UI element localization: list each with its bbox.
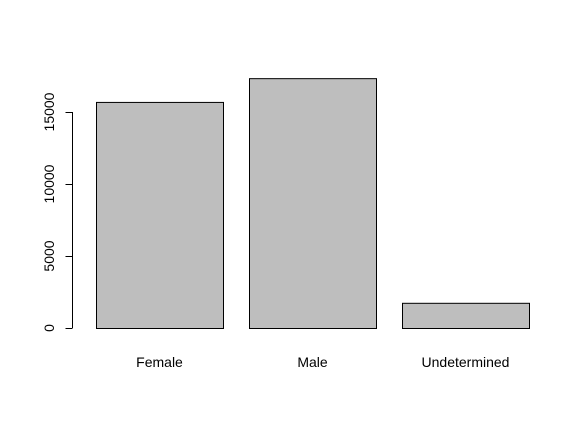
- bar-male: [249, 78, 377, 329]
- plot-area: [96, 78, 530, 329]
- y-tick-label-10000: 10000: [41, 164, 57, 203]
- x-tick-label-male: Male: [297, 354, 328, 370]
- y-axis: 0 5000 10000 15000: [41, 92, 73, 332]
- y-tick-label-15000: 15000: [41, 92, 57, 131]
- y-tick-label-5000: 5000: [41, 240, 57, 271]
- x-tick-label-female: Female: [136, 354, 183, 370]
- bar-female: [96, 101, 224, 329]
- y-tick-label-0: 0: [41, 324, 57, 332]
- x-tick-label-undetermined: Undetermined: [422, 354, 510, 370]
- bar-undetermined: [402, 302, 530, 329]
- x-axis-labels: Female Male Undetermined: [136, 354, 509, 370]
